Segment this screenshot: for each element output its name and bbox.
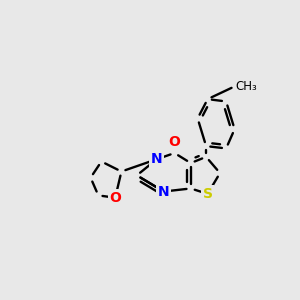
Text: O: O — [169, 135, 181, 149]
Text: S: S — [203, 187, 213, 201]
Text: CH₃: CH₃ — [236, 80, 257, 92]
Text: N: N — [151, 152, 163, 166]
Text: O: O — [109, 191, 121, 205]
Text: N: N — [158, 184, 170, 199]
